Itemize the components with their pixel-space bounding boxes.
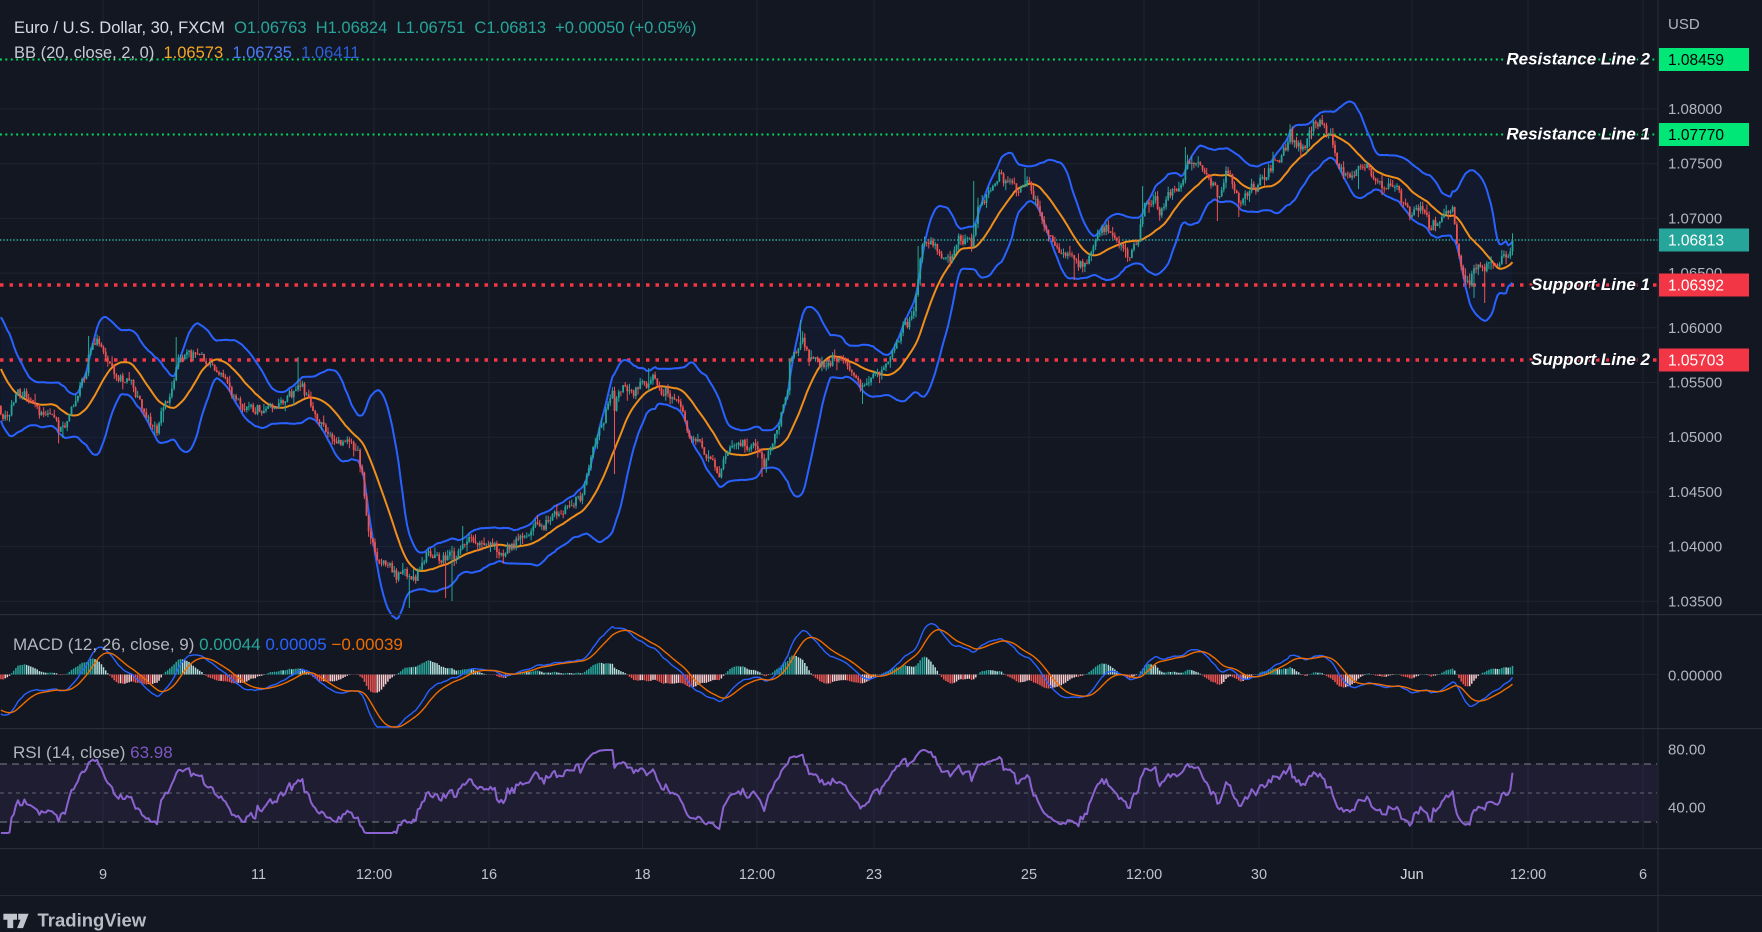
svg-text:12:00: 12:00 [1126, 867, 1162, 883]
svg-text:12:00: 12:00 [356, 867, 392, 883]
svg-text:12:00: 12:00 [739, 867, 775, 883]
svg-text:BB (20, close, 2, 0) 1.06573: BB (20, close, 2, 0) 1.06573 1.06735 1.0… [14, 44, 360, 62]
svg-text:9: 9 [99, 867, 107, 883]
svg-text:1.03500: 1.03500 [1668, 593, 1722, 610]
svg-text:1.06392: 1.06392 [1668, 278, 1724, 295]
svg-text:1.05703: 1.05703 [1668, 353, 1724, 370]
svg-text:RSI (14, close) 63.98: RSI (14, close) 63.98 [13, 743, 173, 762]
svg-text:11: 11 [251, 867, 266, 883]
svg-text:1.07000: 1.07000 [1668, 210, 1722, 227]
svg-text:Support Line 1: Support Line 1 [1531, 275, 1650, 294]
svg-text:30: 30 [1251, 867, 1267, 883]
svg-text:1.06000: 1.06000 [1668, 320, 1722, 337]
svg-text:USD: USD [1668, 16, 1700, 33]
svg-text:16: 16 [481, 867, 497, 883]
svg-text:Resistance Line 2: Resistance Line 2 [1506, 50, 1650, 69]
svg-text:1.08459: 1.08459 [1668, 52, 1724, 69]
svg-text:TradingView: TradingView [38, 910, 147, 931]
svg-text:Support Line 2: Support Line 2 [1531, 350, 1651, 369]
svg-text:Euro / U.S. Dollar, 30, FXCM: Euro / U.S. Dollar, 30, FXCM O1.06763 H1… [14, 19, 696, 37]
svg-text:1.07770: 1.07770 [1668, 127, 1724, 144]
svg-text:1.07500: 1.07500 [1668, 156, 1722, 173]
svg-text:40.00: 40.00 [1668, 800, 1706, 817]
svg-text:Resistance Line 1: Resistance Line 1 [1506, 125, 1650, 144]
svg-text:1.06813: 1.06813 [1668, 233, 1724, 250]
svg-text:1.05000: 1.05000 [1668, 429, 1722, 446]
svg-text:1.05500: 1.05500 [1668, 375, 1722, 392]
svg-text:23: 23 [866, 867, 882, 883]
svg-text:80.00: 80.00 [1668, 742, 1706, 759]
svg-text:18: 18 [634, 867, 650, 883]
svg-text:0.00000: 0.00000 [1668, 668, 1722, 685]
svg-text:6: 6 [1639, 867, 1647, 883]
svg-text:1.04000: 1.04000 [1668, 539, 1722, 556]
svg-text:25: 25 [1021, 867, 1037, 883]
svg-text:12:00: 12:00 [1510, 867, 1546, 883]
svg-text:MACD (12, 26, close, 9) 0.0004: MACD (12, 26, close, 9) 0.00044 0.00005 … [13, 635, 403, 654]
svg-text:1.04500: 1.04500 [1668, 484, 1722, 501]
svg-text:Jun: Jun [1400, 867, 1423, 883]
svg-text:1.08000: 1.08000 [1668, 101, 1722, 118]
